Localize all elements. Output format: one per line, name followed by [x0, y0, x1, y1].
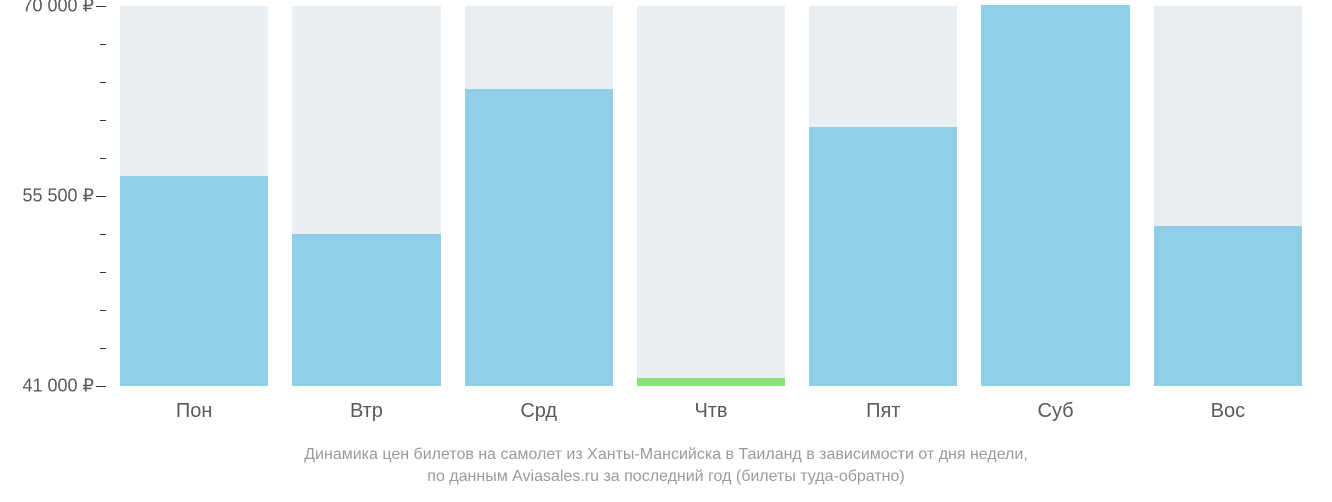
bar-background	[809, 6, 957, 386]
bar-background	[120, 6, 268, 386]
y-tick-label: 55 500 ₽	[22, 186, 94, 207]
bar-fill	[637, 378, 785, 386]
y-minor-tick-mark	[100, 158, 106, 159]
bar-fill	[120, 176, 268, 386]
caption-line-1: Динамика цен билетов на самолет из Ханты…	[0, 444, 1332, 466]
bar-fill	[809, 127, 957, 386]
x-tick-label: Пят	[866, 400, 900, 423]
bar-background	[292, 6, 440, 386]
y-minor-tick-mark	[100, 120, 106, 121]
caption-line-2: по данным Aviasales.ru за последний год …	[0, 466, 1332, 488]
y-tick-mark	[96, 6, 106, 7]
y-tick-mark	[96, 196, 106, 197]
x-axis-labels: Пон Втр Срд Чтв Пят Суб Вос	[108, 400, 1314, 430]
y-minor-tick-mark	[100, 310, 106, 311]
chart-caption: Динамика цен билетов на самолет из Ханты…	[0, 444, 1332, 488]
bars-container	[108, 6, 1314, 386]
y-minor-tick-mark	[100, 348, 106, 349]
bar-fill	[1154, 226, 1302, 386]
bar-background	[1154, 6, 1302, 386]
x-tick-label: Вос	[1211, 400, 1245, 423]
x-tick-label: Втр	[350, 400, 383, 423]
price-by-weekday-chart: 41 000 ₽ 55 500 ₽ 70 000 ₽ Пон Втр Срд Чтв Пят…	[0, 0, 1332, 502]
bar-fill	[465, 89, 613, 386]
bar-fill	[292, 234, 440, 386]
y-tick-mark	[96, 386, 106, 387]
bar-background	[465, 6, 613, 386]
bar-fill	[981, 5, 1129, 386]
y-minor-tick-mark	[100, 272, 106, 273]
bar-background	[981, 6, 1129, 386]
x-tick-label: Срд	[520, 400, 557, 423]
y-tick-label: 70 000 ₽	[22, 0, 94, 17]
x-tick-label: Чтв	[694, 400, 727, 423]
bar-background	[637, 6, 785, 386]
x-tick-label: Пон	[176, 400, 213, 423]
y-tick-label: 41 000 ₽	[22, 376, 94, 397]
y-minor-tick-mark	[100, 82, 106, 83]
y-minor-tick-mark	[100, 44, 106, 45]
y-minor-tick-mark	[100, 234, 106, 235]
x-tick-label: Суб	[1038, 400, 1074, 423]
